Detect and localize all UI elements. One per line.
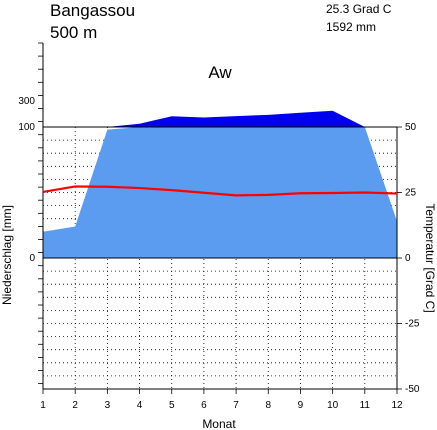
x-tick-label: 3: [105, 400, 111, 411]
temperature-line: [42, 185, 398, 197]
annual-precipitation: 1592 mm: [326, 20, 376, 34]
x-tick-label: 10: [327, 400, 339, 411]
station-name: Bangassou: [50, 1, 135, 20]
precipitation-excess-fill: [107, 110, 365, 127]
x-tick-label: 8: [265, 400, 271, 411]
right-tick-label: -50: [405, 384, 420, 395]
x-tick-label: 7: [233, 400, 239, 411]
x-tick-label: 11: [360, 400, 371, 411]
x-tick-label: 1: [40, 400, 46, 411]
station-elevation: 500 m: [50, 23, 97, 42]
left-tick-label: 300: [18, 96, 35, 107]
left-tick-label: 0: [29, 253, 35, 264]
left-axis-label: Niederschlag [mm]: [0, 205, 14, 305]
annual-temperature: 25.3 Grad C: [326, 2, 392, 16]
right-axis-label: Temperatur [Grad C]: [423, 203, 437, 312]
x-tick-label: 4: [137, 400, 143, 411]
x-tick-label: 9: [298, 400, 304, 411]
right-tick-label: 50: [405, 122, 417, 133]
right-tick-label: 25: [405, 188, 417, 199]
x-tick-label: 5: [169, 400, 175, 411]
humid-period-fill: [43, 127, 397, 258]
x-tick-label: 2: [72, 400, 78, 411]
x-tick-label: 12: [391, 400, 403, 411]
right-tick-label: -25: [405, 319, 420, 330]
x-tick-label: 6: [201, 400, 207, 411]
climate-class: Aw: [208, 63, 232, 82]
left-tick-label: 100: [18, 122, 35, 133]
x-axis-label: Monat: [202, 417, 236, 430]
right-tick-label: 0: [405, 253, 411, 264]
